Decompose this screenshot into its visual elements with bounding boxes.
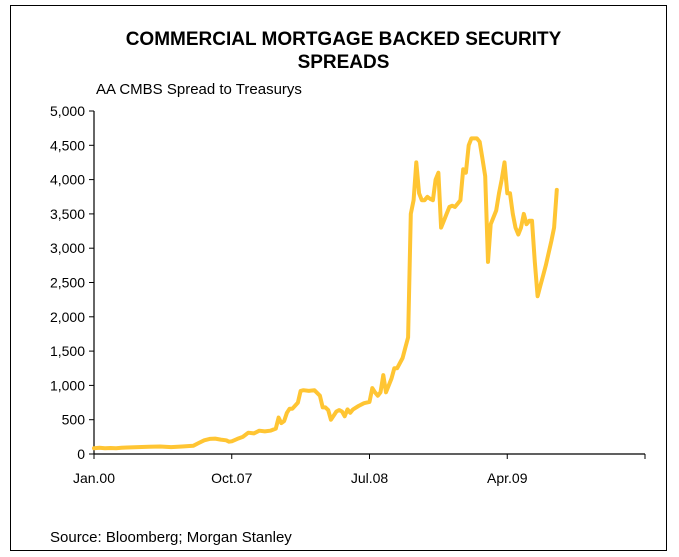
y-tick-label: 1,500 [50, 343, 85, 359]
chart-frame [10, 5, 667, 551]
chart-title: COMMERCIAL MORTGAGE BACKED SECURITY SPRE… [0, 28, 679, 74]
y-tick-label: 4,000 [50, 172, 85, 188]
series-line [92, 136, 559, 451]
x-tick-label: Jan.00 [73, 470, 115, 486]
source-note: Source: Bloomberg; Morgan Stanley [50, 529, 292, 546]
chart-subtitle: AA CMBS Spread to Treasurys [96, 81, 302, 98]
chart-title-line-2: SPREADS [297, 52, 390, 73]
x-tick-label: Oct.07 [211, 470, 252, 486]
x-tick-label: Apr.09 [487, 470, 528, 486]
x-tick-label: Jul.08 [351, 470, 389, 486]
x-axis-ticks: Jan.00 Oct.07 Jul.08 Apr.09 [73, 454, 646, 486]
y-tick-label: 2,000 [50, 309, 85, 325]
y-tick-label: 500 [62, 412, 86, 428]
y-tick-label: 0 [77, 446, 85, 462]
y-tick-label: 5,000 [50, 103, 85, 119]
y-tick-label: 3,500 [50, 206, 85, 222]
y-tick-label: 2,500 [50, 275, 85, 291]
y-axis-ticks: 0 500 1,000 1,500 2,000 2,500 3,000 3,500 4,000 4… [50, 103, 94, 462]
plot-area [92, 136, 559, 451]
y-tick-label: 4,500 [50, 137, 85, 153]
chart-title-line-1: COMMERCIAL MORTGAGE BACKED SECURITY [125, 29, 562, 50]
y-tick-label: 3,000 [50, 240, 85, 256]
y-tick-label: 1,000 [50, 377, 85, 393]
